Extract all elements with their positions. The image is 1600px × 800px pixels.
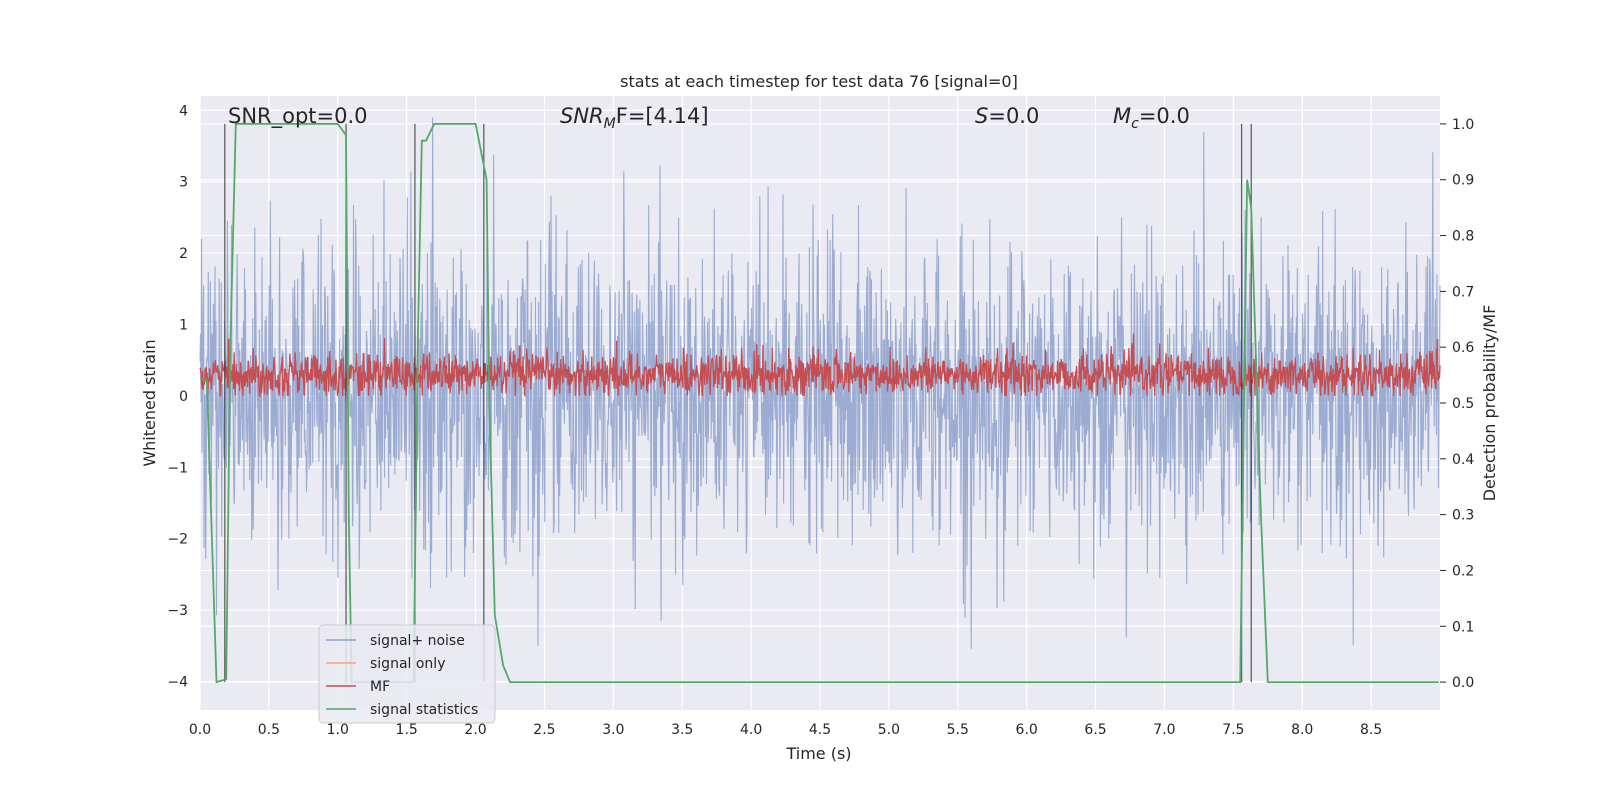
x-tick-label: 7.0: [1153, 722, 1175, 738]
x-tick-label: 4.0: [740, 722, 762, 738]
x-tick-label: 6.5: [1084, 722, 1106, 738]
annotation-mc: Mc=0.0: [1113, 104, 1190, 132]
legend-label-mf: MF: [370, 679, 390, 695]
left-tick-label: −3: [167, 603, 188, 619]
event-markers: [224, 123, 1252, 683]
right-tick-label: 0.4: [1452, 452, 1474, 468]
x-tick-label: 2.0: [464, 722, 486, 738]
right-tick-label: 0.0: [1452, 675, 1474, 691]
x-tick-label: 2.5: [533, 722, 555, 738]
right-tick-label: 0.6: [1452, 340, 1474, 356]
right-tick-label: 0.2: [1452, 563, 1474, 579]
x-tick-label: 0.0: [189, 722, 211, 738]
legend: signal+ noise signal only MF signal stat…: [318, 624, 496, 724]
left-tick-label: 4: [179, 103, 188, 119]
series-mf: [199, 333, 1441, 398]
x-tick-label: 5.5: [947, 722, 969, 738]
signal-statistics-line: [199, 123, 1439, 684]
x-axis-label: Time (s): [785, 744, 851, 763]
x-tick-label: 4.5: [809, 722, 831, 738]
x-tick-label: 1.0: [327, 722, 349, 738]
x-tick-label: 7.5: [1222, 722, 1244, 738]
left-tick-label: 0: [179, 389, 188, 405]
left-axis-label: Whitened strain: [140, 339, 159, 466]
series-signal-statistics: [199, 123, 1439, 684]
legend-label-signal-plus-noise: signal+ noise: [370, 633, 465, 649]
right-tick-label: 0.1: [1452, 619, 1474, 635]
left-axis-ticks: −4 −3 −2 −1 0 1 2 3 4: [167, 103, 188, 690]
chart-title: stats at each timestep for test data 76 …: [620, 72, 1018, 91]
x-tick-label: 6.0: [1016, 722, 1038, 738]
left-tick-label: −4: [167, 674, 188, 690]
left-tick-label: −2: [167, 532, 188, 548]
mf-line: [199, 333, 1441, 398]
right-axis-ticks: 0.0 0.1 0.2 0.3 0.4 0.5 0.6 0.7 0.8 0.9 1.0: [1440, 117, 1474, 691]
x-tick-label: 8.5: [1360, 722, 1382, 738]
annotation-s: S=0.0: [975, 104, 1039, 128]
right-tick-label: 0.3: [1452, 508, 1474, 524]
x-tick-label: 3.5: [671, 722, 693, 738]
right-tick-label: 1.0: [1452, 117, 1474, 133]
legend-label-signal-statistics: signal statistics: [370, 702, 478, 718]
annotation-snr-opt: SNR_opt=0.0: [228, 104, 368, 129]
annotation-snr-mf: SNRMF=[4.14]: [560, 104, 709, 132]
left-tick-label: −1: [167, 460, 188, 476]
x-tick-label: 5.0: [878, 722, 900, 738]
legend-box: [318, 624, 496, 724]
right-tick-label: 0.5: [1452, 396, 1474, 412]
right-tick-label: 0.7: [1452, 284, 1474, 300]
left-tick-label: 2: [179, 246, 188, 262]
right-axis-label: Detection probability/MF: [1480, 305, 1499, 502]
x-tick-label: 1.5: [396, 722, 418, 738]
signal-plus-noise-line: [199, 117, 1441, 649]
legend-label-signal-only: signal only: [370, 656, 445, 672]
series-signal-plus-noise: [199, 117, 1441, 649]
left-tick-label: 1: [179, 317, 188, 333]
right-tick-label: 0.9: [1452, 173, 1474, 189]
x-tick-label: 8.0: [1291, 722, 1313, 738]
x-tick-label: 3.0: [602, 722, 624, 738]
x-tick-label: 0.5: [258, 722, 280, 738]
right-tick-label: 0.8: [1452, 229, 1474, 245]
x-axis-ticks: 0.0 0.5 1.0 1.5 2.0 2.5 3.0 3.5 4.0 4.5 5.0 5.5 6.0 6…: [189, 722, 1382, 738]
left-tick-label: 3: [179, 175, 188, 191]
